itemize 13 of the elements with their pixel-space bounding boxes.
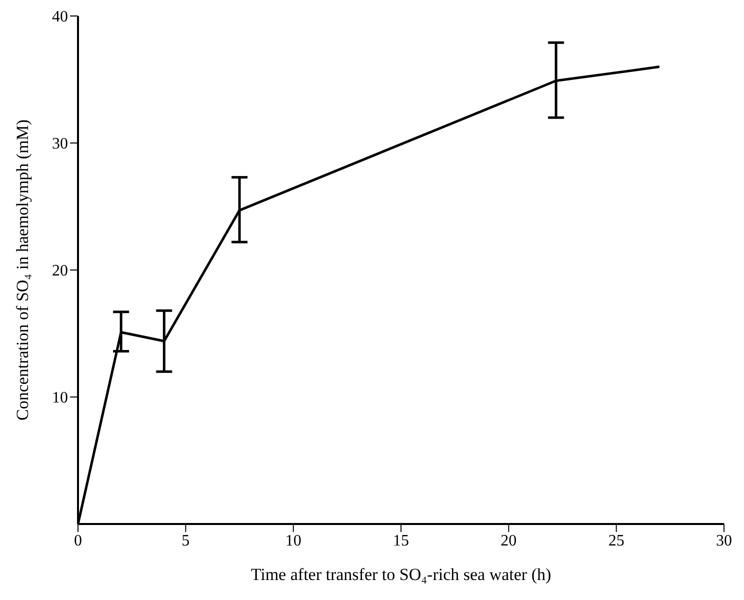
y-tick-label: 30 [52, 136, 68, 153]
x-axis-title: Time after transfer to SO₄-rich sea water (h) [250, 565, 552, 584]
y-tick-label: 20 [52, 262, 68, 280]
x-tick-label: 5 [182, 532, 190, 550]
x-tick-label: 15 [393, 532, 409, 550]
y-tick-label: 40 [52, 8, 68, 26]
x-tick-label: 0 [74, 532, 82, 550]
x-tick-label: 25 [608, 532, 624, 550]
x-tick-label: 20 [500, 532, 517, 550]
x-tick-label: 30 [716, 532, 732, 550]
y-tick-label: 10 [52, 390, 68, 407]
y-axis-title: Concentration of SO₄ in haemolymph (mM) [13, 119, 32, 421]
x-tick-label: 10 [285, 532, 302, 550]
